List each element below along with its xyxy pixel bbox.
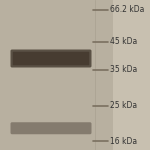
FancyBboxPatch shape	[13, 52, 89, 65]
FancyBboxPatch shape	[0, 0, 112, 150]
Text: 16 kDa: 16 kDa	[110, 136, 137, 146]
Text: 66.2 kDa: 66.2 kDa	[110, 5, 144, 14]
Text: 45 kDa: 45 kDa	[110, 38, 137, 46]
Text: 25 kDa: 25 kDa	[110, 101, 137, 110]
Text: 35 kDa: 35 kDa	[110, 65, 137, 74]
FancyBboxPatch shape	[11, 122, 92, 134]
FancyBboxPatch shape	[11, 50, 92, 68]
